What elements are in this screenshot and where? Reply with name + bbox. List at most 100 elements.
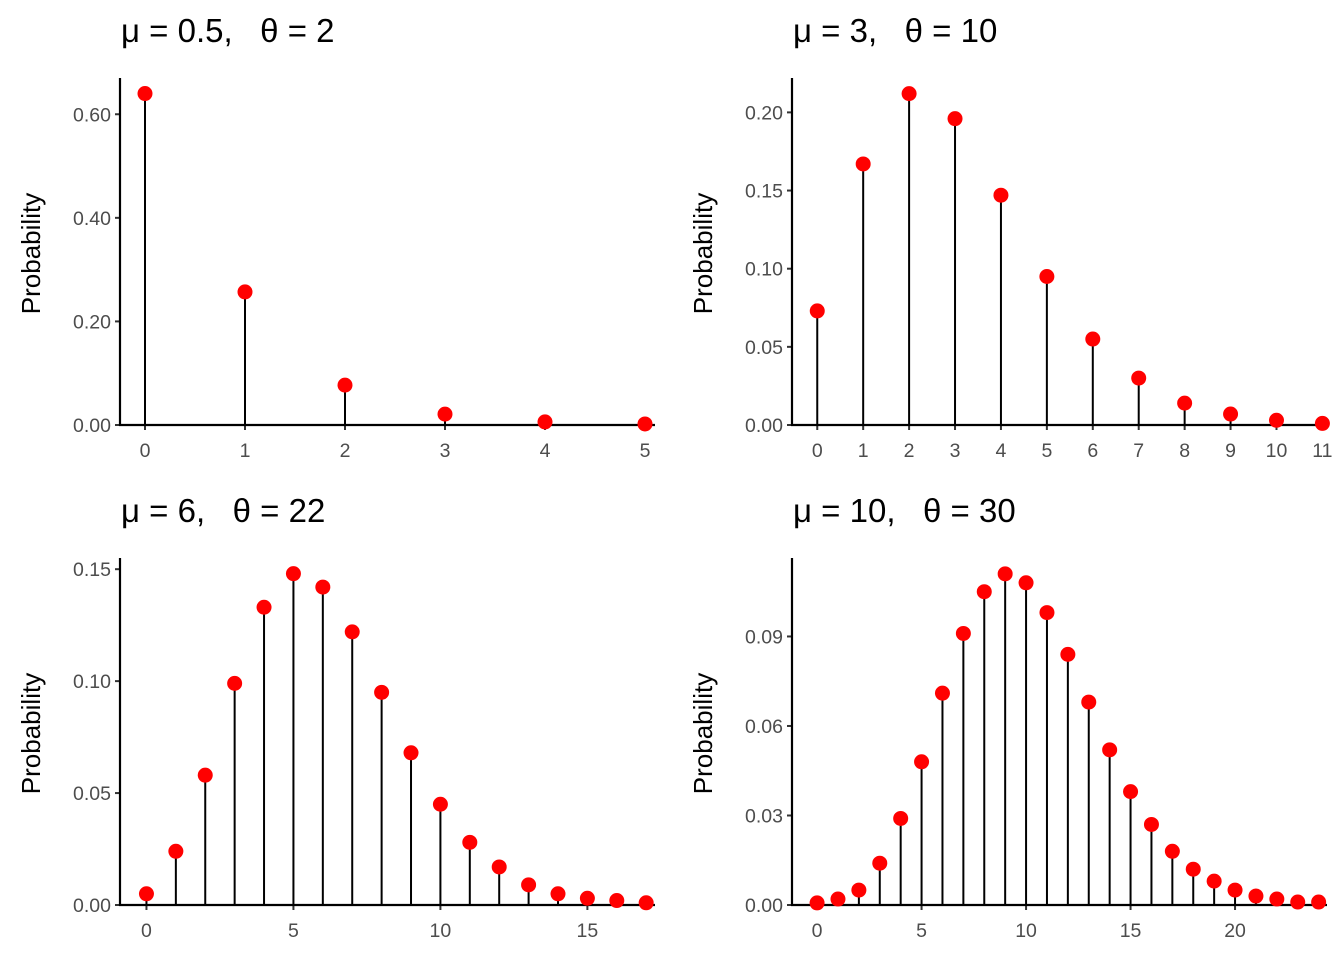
x-tick-label: 0: [812, 920, 823, 942]
y-axis-label: Probability: [688, 193, 718, 314]
y-axis-label: Probability: [688, 673, 718, 794]
data-point: [1206, 873, 1222, 889]
data-point: [344, 624, 360, 640]
x-tick-label: 0: [812, 440, 823, 462]
x-tick-label: 8: [1179, 440, 1190, 462]
x-tick-label: 2: [340, 440, 351, 462]
data-point: [1143, 816, 1159, 832]
y-tick-label: 0.06: [745, 716, 783, 738]
x-tick-label: 15: [1120, 920, 1142, 942]
x-tick-label: 4: [996, 440, 1007, 462]
panel-3: μ = 6, θ = 22 Probability 0.00 0.05 0.10 0.1…: [0, 480, 672, 960]
data-point: [137, 86, 153, 102]
x-tick-label: 7: [1133, 440, 1144, 462]
y-tick-label: 0.15: [745, 181, 783, 203]
y-tick-label: 0.03: [745, 805, 783, 827]
data-point: [1268, 412, 1284, 428]
x-tick-label: 10: [1015, 920, 1037, 942]
data-point: [227, 675, 243, 691]
x-tick-label: 3: [950, 440, 961, 462]
x-tick-label: 11: [1312, 440, 1332, 462]
y-tick-label: 0.20: [745, 102, 783, 124]
data-point: [1060, 646, 1076, 662]
data-point: [872, 855, 888, 871]
data-point: [855, 156, 871, 172]
data-point: [809, 895, 825, 911]
panel-2: μ = 3, θ = 10 Probability 0.00 0.05 0.10 0.1…: [672, 0, 1344, 480]
x-tick-label: 1: [858, 440, 869, 462]
x-tick-label: 10: [430, 920, 452, 942]
data-point: [237, 284, 253, 300]
data-point: [550, 886, 566, 902]
data-point: [337, 377, 353, 393]
panel-title: μ = 0.5, θ = 2: [121, 12, 335, 49]
data-point: [138, 886, 154, 902]
panel-title: μ = 3, θ = 10: [793, 12, 998, 49]
plot-area: Probability 0.00 0.05 0.10 0.15 0.20 0 1 2 3 4 5 6 7 8…: [688, 78, 1333, 462]
y-tick-label: 0.00: [745, 895, 783, 917]
y-tick-label: 0.40: [73, 208, 111, 230]
data-point: [1248, 888, 1264, 904]
data-point: [1269, 891, 1285, 907]
data-point: [914, 754, 930, 770]
plot-area: Probability 0.00 0.20 0.40 0.60 0 1 2 3 4 5: [16, 78, 655, 462]
data-point: [1314, 415, 1330, 431]
data-point: [1185, 861, 1201, 877]
y-tick-label: 0.00: [745, 415, 783, 437]
data-point: [1311, 894, 1327, 910]
data-point: [976, 584, 992, 600]
data-point: [1018, 575, 1034, 591]
data-point: [1290, 894, 1306, 910]
data-point: [1081, 694, 1097, 710]
data-point: [1123, 784, 1139, 800]
data-point: [830, 891, 846, 907]
plot-area: Probability 0.00 0.03 0.06 0.09 0 5 10 15 20: [688, 558, 1327, 942]
x-tick-label: 6: [1087, 440, 1098, 462]
data-point: [1102, 742, 1118, 758]
data-point: [315, 579, 331, 595]
x-tick-label: 5: [916, 920, 927, 942]
x-tick-label: 0: [141, 920, 152, 942]
x-tick-label: 20: [1224, 920, 1246, 942]
panel-1: μ = 0.5, θ = 2 Probability 0.00 0.20 0.40 0.…: [0, 0, 672, 480]
x-tick-label: 15: [577, 920, 599, 942]
data-point: [403, 745, 419, 761]
data-point: [168, 843, 184, 859]
data-point: [1085, 331, 1101, 347]
y-tick-label: 0.09: [745, 626, 783, 648]
x-tick-label: 0: [140, 440, 151, 462]
y-tick-label: 0.15: [73, 559, 111, 581]
y-tick-label: 0.20: [73, 311, 111, 333]
data-point: [993, 187, 1009, 203]
y-tick-label: 0.60: [73, 104, 111, 126]
data-point: [851, 882, 867, 898]
y-tick-label: 0.00: [73, 415, 111, 437]
panel-title: μ = 10, θ = 30: [793, 492, 1016, 529]
data-point: [579, 890, 595, 906]
data-point: [285, 566, 301, 582]
data-point: [197, 767, 213, 783]
y-axis-label: Probability: [16, 673, 46, 794]
x-tick-label: 1: [240, 440, 251, 462]
x-tick-label: 9: [1225, 440, 1236, 462]
data-point: [997, 566, 1013, 582]
x-tick-label: 2: [904, 440, 915, 462]
plot-area: Probability 0.00 0.05 0.10 0.15 0 5 10 15: [16, 558, 655, 942]
panel-title: μ = 6, θ = 22: [121, 492, 326, 529]
data-point: [374, 684, 390, 700]
data-point: [809, 303, 825, 319]
data-point: [537, 414, 553, 430]
y-tick-label: 0.10: [745, 259, 783, 281]
data-point: [955, 625, 971, 641]
panel-4: μ = 10, θ = 30 Probability 0.00 0.03 0.06 0.…: [672, 480, 1344, 960]
data-point: [491, 859, 507, 875]
data-point: [638, 895, 654, 911]
data-point: [432, 796, 448, 812]
data-point: [1227, 882, 1243, 898]
y-axis-label: Probability: [16, 193, 46, 314]
data-point: [1164, 843, 1180, 859]
data-point: [437, 406, 453, 422]
data-point: [637, 416, 653, 432]
x-tick-label: 5: [1041, 440, 1052, 462]
x-tick-label: 10: [1266, 440, 1288, 462]
